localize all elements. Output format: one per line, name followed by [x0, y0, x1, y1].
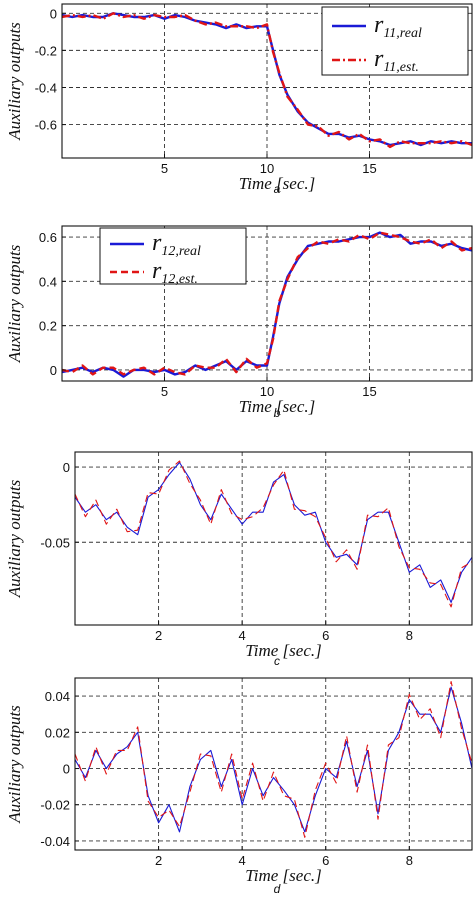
y-axis-label: Auxiliary outputs: [5, 479, 24, 598]
x-tick-label: 6: [322, 628, 329, 643]
x-axis-label: Time [sec.]: [245, 641, 322, 660]
y-tick-label: -0.05: [40, 535, 70, 550]
y-tick-label: 0.4: [39, 274, 57, 289]
y-tick-label: -0.02: [40, 798, 70, 813]
x-tick-label: 4: [239, 853, 246, 868]
y-tick-label: 0.02: [45, 725, 70, 740]
chart-c: 2 4 6 8 0 -0.05 Time [sec.] Auxiliary outputs c: [5, 451, 473, 668]
x-tick-label: 10: [260, 161, 274, 176]
x-tick-label: 5: [161, 384, 168, 399]
x-tick-label: 4: [239, 628, 246, 643]
y-axis-label: Auxiliary outputs: [5, 22, 24, 141]
y-tick-label: 0: [50, 6, 57, 21]
legend-box: [321, 6, 469, 76]
chart-d: 2 4 6 8 0.04 0.02 0 -0.02 -0.04 Time [sec.] Auxili…: [5, 677, 473, 896]
plot-frame: [74, 677, 473, 851]
chart-a: 5 10 15 0 -0.2 -0.4 -0.6 Time [sec.] Auxiliary o…: [5, 3, 473, 196]
series-line-real: [75, 461, 472, 603]
series-line-real: [75, 686, 472, 833]
subfigure-caption: b: [274, 406, 281, 420]
chart-b: 5 10 15 0 0.2 0.4 0.6 Time [sec.] Auxiliary outp…: [5, 225, 473, 420]
y-tick-label: -0.04: [40, 834, 70, 849]
series-line-est: [62, 231, 472, 376]
legend-box: [99, 227, 247, 285]
x-axis-label: Time [sec.]: [239, 174, 316, 193]
series-line-est: [75, 681, 472, 838]
y-tick-label: -0.2: [35, 43, 57, 58]
y-tick-label: -0.6: [35, 118, 57, 133]
subfigure-caption: a: [274, 182, 281, 196]
x-tick-label: 15: [362, 384, 376, 399]
y-tick-label: 0.04: [45, 689, 70, 704]
series-line-est: [62, 12, 472, 149]
y-axis-label: Auxiliary outputs: [5, 244, 24, 363]
plot-frame: [74, 451, 473, 626]
x-tick-label: 5: [161, 161, 168, 176]
x-tick-label: 2: [155, 628, 162, 643]
x-tick-label: 6: [322, 853, 329, 868]
subfigure-caption: d: [274, 882, 281, 896]
series-line-est: [75, 460, 472, 608]
x-tick-label: 2: [155, 853, 162, 868]
y-tick-label: 0.6: [39, 230, 57, 245]
x-tick-label: 8: [406, 628, 413, 643]
y-tick-label: 0: [63, 460, 70, 475]
x-tick-label: 8: [406, 853, 413, 868]
x-tick-label: 10: [260, 384, 274, 399]
y-tick-label: 0: [63, 762, 70, 777]
x-axis-label: Time [sec.]: [245, 866, 322, 885]
y-tick-label: -0.4: [35, 80, 57, 95]
y-tick-label: 0.2: [39, 319, 57, 334]
y-axis-label: Auxiliary outputs: [5, 705, 24, 824]
x-axis-label: Time [sec.]: [239, 397, 316, 416]
subfigure-caption: c: [274, 654, 280, 668]
y-tick-label: 0: [50, 363, 57, 378]
x-tick-label: 15: [362, 161, 376, 176]
